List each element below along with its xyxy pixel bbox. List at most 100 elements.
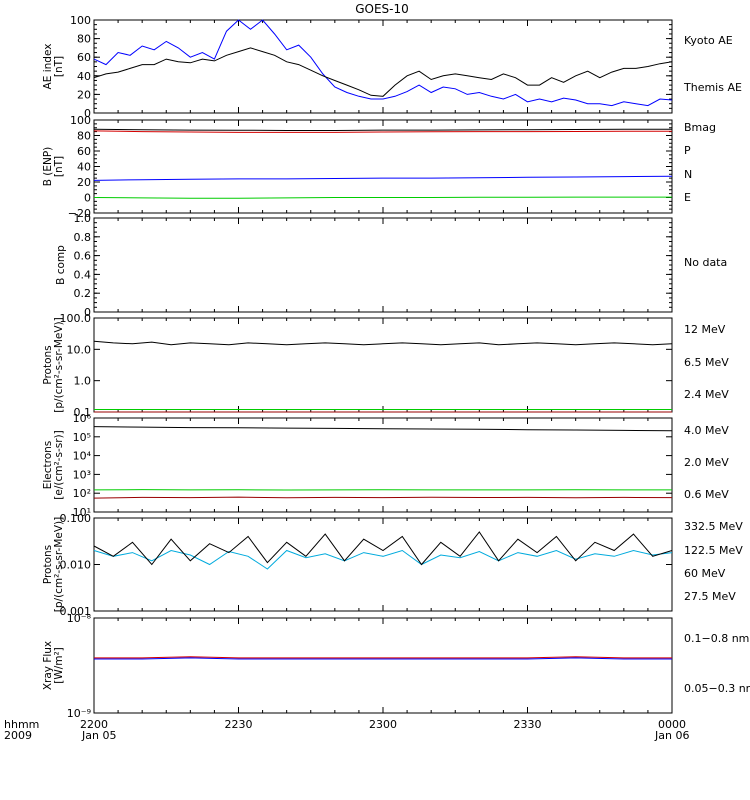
y-tick-label: 10⁻⁹ [67, 707, 91, 720]
panel-bcomp: 0 0.2 0.4 0.6 0.8 1.0 B comp No data [55, 212, 727, 319]
y-tick-label: 0.2 [74, 287, 92, 300]
y-tick-label: 100 [70, 114, 91, 127]
legend-entry: 0.05−0.3 nm [684, 682, 750, 695]
y-tick-label: 0.1 [74, 406, 92, 419]
y-tick-label: 0.010 [60, 559, 92, 572]
y-axis-label: [p/(cm²-s-sr-MeV)] [53, 317, 65, 412]
y-tick-label: 60 [77, 145, 91, 158]
x-axis-date-start: Jan 05 [81, 729, 116, 742]
panel-frame [93, 517, 673, 612]
legend-entry: E [684, 191, 691, 204]
y-axis-label: Xray Flux [42, 641, 54, 690]
y-tick-label: 0 [84, 192, 91, 205]
series-line-bmag [93, 128, 672, 131]
y-tick-label: 0 [84, 107, 91, 120]
y-axis-label: B comp [55, 245, 67, 285]
legend-entry: Kyoto AE [684, 34, 733, 47]
y-tick-label: 80 [77, 33, 91, 46]
panel-electrons: 10¹ 10² 10³ 10⁴ 10⁵ 10⁶ Electrons [e/(cm²-s-sr)… [42, 412, 729, 519]
legend-entry: 122.5 MeV [684, 544, 743, 557]
series-line-60-mev [93, 549, 673, 570]
series-line-e [93, 175, 673, 181]
series-line-4-0-mev [93, 496, 673, 499]
y-axis-label: Electrons [42, 441, 54, 490]
x-axis-corner-top: hhmm [4, 718, 39, 731]
legend-entry: 4.0 MeV [684, 424, 729, 437]
legend-entry: 2.4 MeV [684, 388, 729, 401]
y-tick-label: 10¹ [73, 506, 91, 519]
series-line-kyoto-ae [93, 19, 673, 107]
series-line-0-6-mev [93, 426, 673, 432]
x-tick-label: 2200 [80, 718, 108, 731]
y-tick-label: 0.4 [74, 268, 92, 281]
y-tick-label: 0.8 [74, 231, 92, 244]
y-tick-label: 1.0 [74, 375, 92, 388]
legend-entry: P [684, 144, 691, 157]
y-tick-label: 10⁶ [73, 412, 92, 425]
y-tick-label: 1.0 [74, 212, 92, 225]
y-tick-label: 0.001 [60, 605, 92, 618]
y-tick-label: 10³ [73, 468, 91, 481]
x-axis-labels: hhmm 2009 Jan 05 Jan 06 [4, 718, 689, 742]
panel-ae: 0 20 40 60 80 100 AE index [nT] Kyoto AE Themis A… [42, 14, 742, 120]
chart-title: GOES-10 [355, 2, 409, 16]
panel-protons: 0.1 1.0 10.0 100.0 Protons [p/(cm²-s-sr-MeV)]… [42, 312, 729, 419]
panel-b: −20 0 20 40 60 80 100 B (ENP) [nT] Bmag PNE [42, 114, 716, 220]
y-tick-label: 80 [77, 130, 91, 143]
panel-xray: 10⁻⁹ 10⁻⁸ Xray Flux [W/m²] 0.1−0.8 nm 0.05−0.… [42, 612, 750, 720]
x-tick-label: 2230 [225, 718, 253, 731]
y-axis-label: [nT] [53, 156, 65, 177]
y-tick-label: 100.0 [60, 312, 92, 325]
y-tick-label: 10² [73, 487, 91, 500]
y-axis-label: [e/(cm²-s-sr)] [53, 430, 65, 499]
series-line-0-05-0-3-nm [94, 657, 672, 660]
legend-entry: N [684, 168, 692, 181]
y-tick-label: 20 [77, 176, 91, 189]
legend-entry: 12 MeV [684, 323, 726, 336]
legend-entry: Themis AE [683, 81, 742, 94]
y-axis-label: [nT] [53, 56, 65, 77]
y-axis-label: [W/m²] [53, 647, 65, 684]
y-tick-label: −20 [68, 207, 91, 220]
x-tick-label: 2300 [369, 718, 397, 731]
panel-frame [93, 217, 673, 313]
panel-frame [93, 317, 673, 413]
y-tick-label: 0.6 [74, 250, 92, 263]
y-axis-label: B (ENP) [42, 147, 54, 187]
y-axis-label: Protons [42, 345, 54, 384]
legend-entry: 6.5 MeV [684, 356, 729, 369]
y-tick-label: 0.100 [60, 512, 92, 525]
legend-entry: 332.5 MeV [684, 520, 743, 533]
legend-entry: 0.6 MeV [684, 488, 729, 501]
y-tick-label: 40 [77, 161, 91, 174]
y-axis-label: AE index [42, 44, 54, 90]
y-tick-label: 10.0 [67, 343, 92, 356]
series-line-p [93, 130, 672, 133]
x-tick-label: 2330 [514, 718, 542, 731]
legend-entry: 2.0 MeV [684, 456, 729, 469]
series-line-2-4-mev [93, 340, 673, 346]
y-tick-label: 100 [70, 14, 91, 27]
x-axis-corner-bottom: 2009 [4, 729, 32, 742]
legend-entry: 0.1−0.8 nm [684, 632, 749, 645]
x-tick-label: 0000 [658, 718, 686, 731]
y-tick-label: 0 [84, 306, 91, 319]
y-tick-label: 10⁵ [73, 431, 91, 444]
series-line-27-5-mev [93, 531, 673, 566]
legend-entry: 27.5 MeV [684, 590, 736, 603]
y-tick-label: 10⁴ [73, 450, 92, 463]
panel-frame [93, 119, 673, 214]
series-line-themis-ae [93, 47, 673, 97]
series-line-n [93, 196, 672, 199]
series-line-0-1-0-8-nm [94, 656, 672, 659]
panel-frame [93, 617, 673, 714]
y-axis-label: [p/(cm²-s-sr-MeV)] [53, 517, 65, 612]
legend-entry: Bmag [684, 121, 716, 134]
no-data-label: No data [684, 256, 727, 269]
y-tick-label: 40 [77, 70, 91, 83]
x-axis-date-end: Jan 06 [654, 729, 689, 742]
panel-hiprotons: 0.001 0.010 0.100 Protons [p/(cm²-s-sr-MeV)]… [42, 512, 743, 618]
y-tick-label: 60 [77, 51, 91, 64]
